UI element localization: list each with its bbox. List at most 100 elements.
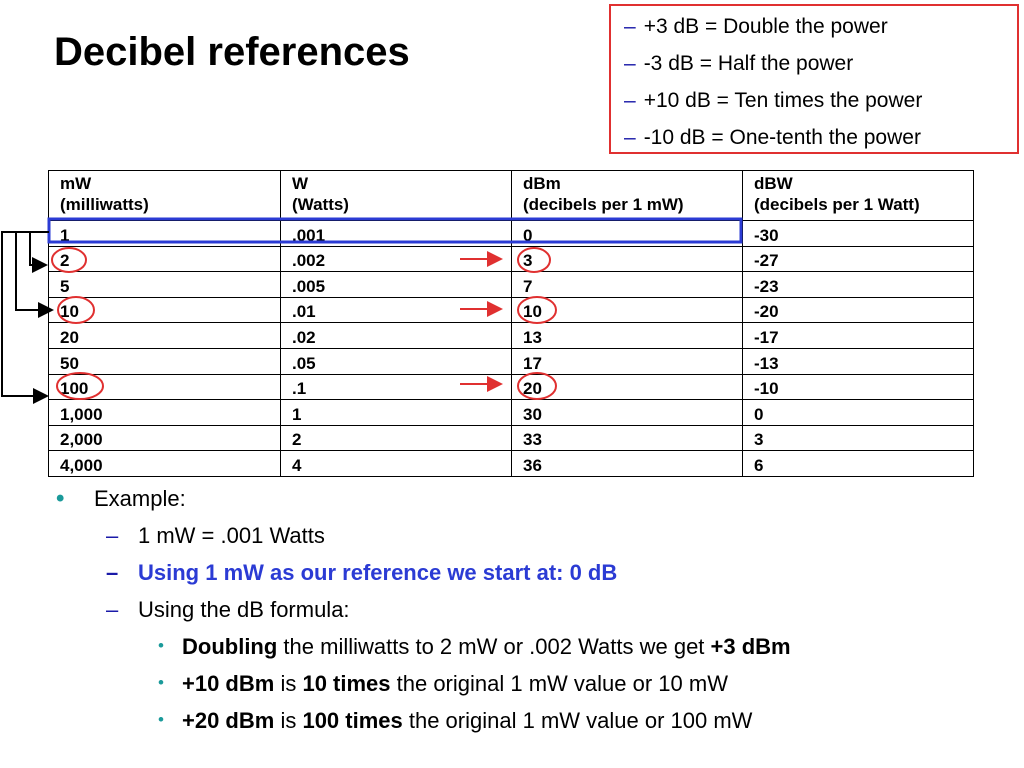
- dash-icon: –: [106, 597, 119, 622]
- plain-text: the original 1 mW value or 100 mW: [402, 708, 753, 733]
- cell-w: .005: [280, 271, 512, 298]
- cell-dbw: -13: [742, 347, 974, 375]
- cell-dbw: -23: [742, 271, 974, 298]
- rule-item: – -3 dB = Half the power: [624, 45, 1017, 82]
- rule-text: -10 dB = One-tenth the power: [643, 126, 921, 149]
- header-dbw-unit: dBW: [754, 174, 793, 193]
- bullet-icon: •: [56, 485, 65, 512]
- cell-dbw: -17: [742, 322, 974, 349]
- header-w: W (Watts): [280, 170, 512, 221]
- cell-mw: 1: [48, 220, 281, 247]
- table-row: 100.1 20 -10: [48, 373, 974, 401]
- sub-item: –1 mW = .001 Watts: [56, 517, 791, 554]
- plain-text: the milliwatts to 2 mW or .002 Watts we …: [277, 634, 711, 659]
- cell-w: 4: [280, 450, 512, 477]
- cell-w: .002: [280, 245, 512, 273]
- cell-mw: 1,000: [48, 399, 281, 426]
- bracket-arrow-x100: [1, 231, 49, 404]
- rule-item: – +3 dB = Double the power: [624, 8, 1017, 45]
- bold-text: 100 times: [302, 708, 403, 733]
- cell-dbm: 33: [511, 424, 743, 452]
- page-title: Decibel references: [54, 30, 410, 74]
- rule-text: -3 dB = Half the power: [643, 52, 854, 75]
- cell-dbw: -30: [742, 220, 974, 247]
- header-dbm-desc: (decibels per 1 mW): [523, 195, 684, 214]
- header-dbw: dBW (decibels per 1 Watt): [742, 170, 974, 221]
- cell-dbm: 13: [511, 322, 743, 349]
- cell-dbw: -20: [742, 296, 974, 324]
- sub-sub-item: • +10 dBm is 10 times the original 1 mW v…: [56, 665, 791, 702]
- cell-mw: 4,000: [48, 450, 281, 477]
- cell-mw: 50: [48, 347, 281, 375]
- sub-sub-item: • +20 dBm is 100 times the original 1 mW …: [56, 702, 791, 739]
- bold-text: Doubling: [182, 634, 278, 659]
- bold-text: +3 dBm: [710, 634, 791, 659]
- rule-text: +10 dB = Ten times the power: [643, 89, 923, 112]
- example-bullets: • Example: –1 mW = .001 Watts – Using 1 mW…: [56, 480, 791, 739]
- cell-mw: 5: [48, 271, 281, 298]
- table-row: 4,000 4 36 6: [48, 450, 974, 477]
- plain-text: is: [274, 708, 303, 733]
- table-row: 50.05 17 -13: [48, 347, 974, 375]
- cell-mw: 100: [48, 373, 281, 401]
- header-w-unit: W: [292, 174, 309, 193]
- bold-text: 10 times: [302, 671, 391, 696]
- rule-item: – +10 dB = Ten times the power: [624, 82, 1017, 119]
- header-mw-desc: (milliwatts): [60, 195, 149, 214]
- db-rules-box: – +3 dB = Double the power – -3 dB = Half …: [609, 4, 1019, 154]
- bracket-arrow-x10: [15, 231, 54, 318]
- cell-w: .02: [280, 322, 512, 349]
- dash-icon: –: [106, 523, 119, 548]
- header-w-desc: (Watts): [292, 195, 349, 214]
- cell-dbw: -10: [742, 373, 974, 401]
- dash-icon: –: [624, 52, 636, 75]
- bold-text: +20 dBm: [182, 708, 275, 733]
- bracket-arrow-x2: [29, 231, 49, 273]
- cell-dbm: 36: [511, 450, 743, 477]
- header-dbm: dBm (decibels per 1 mW): [511, 170, 743, 221]
- decibel-reference-table: mW (milliwatts) W (Watts) dBm (decibels per…: [48, 170, 974, 477]
- plain-text: is: [274, 671, 303, 696]
- cell-mw: 10: [48, 296, 281, 324]
- dash-icon: –: [624, 15, 636, 38]
- cell-dbw: 3: [742, 424, 974, 452]
- cell-dbm: 17: [511, 347, 743, 375]
- bullet-icon: •: [158, 636, 164, 655]
- rule-text: +3 dB = Double the power: [643, 15, 888, 38]
- sub-item-text: Using 1 mW as our reference we start at:…: [138, 560, 618, 585]
- cell-dbw: 6: [742, 450, 974, 477]
- bold-text: +10 dBm: [182, 671, 275, 696]
- sub-item-highlight: – Using 1 mW as our reference we start at…: [56, 554, 791, 591]
- cell-dbm: 0: [511, 220, 743, 247]
- cell-w: .001: [280, 220, 512, 247]
- sub-sub-item: • Doubling the milliwatts to 2 mW or .002…: [56, 628, 791, 665]
- plain-text: the original 1 mW value or 10 mW: [390, 671, 728, 696]
- cell-dbm: 30: [511, 399, 743, 426]
- dash-icon: –: [624, 126, 636, 149]
- table-row: 10.01 10 -20: [48, 296, 974, 324]
- header-mw: mW (milliwatts): [48, 170, 281, 221]
- cell-mw: 2: [48, 245, 281, 273]
- cell-dbm: 20: [511, 373, 743, 401]
- example-label: Example:: [94, 486, 186, 511]
- sub-item-text: 1 mW = .001 Watts: [138, 523, 325, 548]
- table-row: 1,000 1 30 0: [48, 399, 974, 426]
- cell-dbm: 3: [511, 245, 743, 273]
- dash-icon: –: [106, 560, 119, 585]
- header-dbm-unit: dBm: [523, 174, 561, 193]
- cell-w: .01: [280, 296, 512, 324]
- bullet-icon: •: [158, 673, 164, 692]
- cell-mw: 2,000: [48, 424, 281, 452]
- table-row: 20.02 13 -17: [48, 322, 974, 349]
- cell-dbm: 7: [511, 271, 743, 298]
- cell-w: 2: [280, 424, 512, 452]
- bullet-icon: •: [158, 710, 164, 729]
- table-row: 1.001 0 -30: [48, 220, 974, 247]
- cell-dbw: 0: [742, 399, 974, 426]
- cell-dbw: -27: [742, 245, 974, 273]
- table-row: 2.002 3 -27: [48, 245, 974, 273]
- header-mw-unit: mW: [60, 174, 92, 193]
- table-row: 2,000 2 33 3: [48, 424, 974, 452]
- bullet-example: • Example:: [56, 480, 791, 517]
- cell-w: .1: [280, 373, 512, 401]
